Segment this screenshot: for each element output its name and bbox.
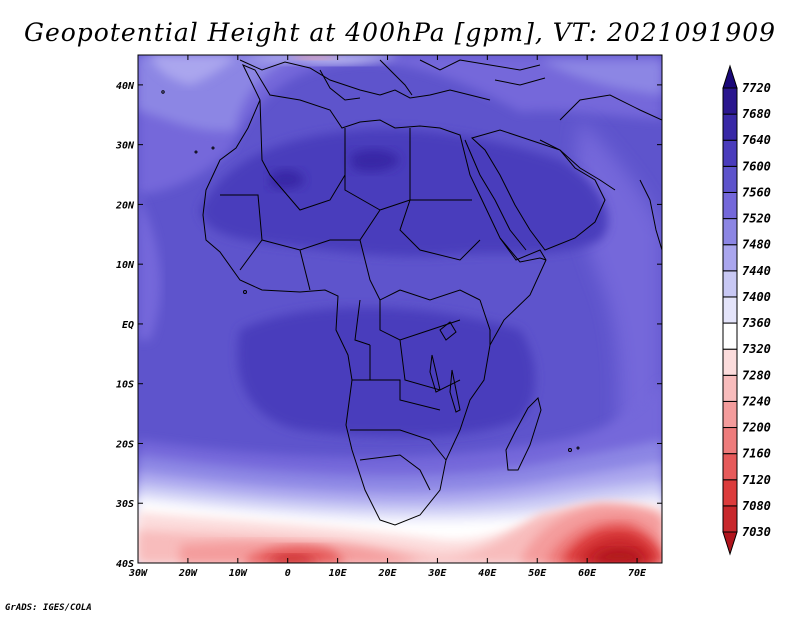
lat-tick-label: 40S [116, 559, 134, 570]
lon-tick-label: 10E [329, 568, 348, 579]
lat-tick-label: 30N [115, 141, 135, 152]
lat-tick-label: 40N [116, 81, 135, 92]
lat-tick-label: 10S [116, 380, 134, 391]
lat-tick-label: 20S [115, 439, 134, 450]
colorbar-label: 7480 [742, 238, 771, 252]
colorbar-swatch [722, 87, 738, 115]
lon-tick-label: 50E [528, 568, 547, 579]
colorbar-swatch [722, 322, 738, 350]
colorbar-label: 7640 [742, 133, 771, 147]
colorbar-swatch [722, 505, 738, 533]
colorbar-swatch [722, 218, 738, 246]
colorbar-swatch [722, 453, 738, 481]
lat-tick-label: 20N [115, 200, 135, 211]
colorbar: 7030 7080 7120 7160 7200 7240 7280 7320 7360 7400… [722, 64, 771, 556]
lon-tick-label: 30W [128, 568, 148, 579]
colorbar-label: 7680 [742, 107, 771, 121]
colorbar-label: 7440 [742, 264, 771, 278]
lon-tick-label: 40E [478, 568, 497, 579]
colorbar-swatch [722, 374, 738, 402]
colorbar-swatch [722, 113, 738, 141]
colorbar-swatch [722, 427, 738, 455]
colorbar-swatch [722, 139, 738, 167]
lat-tick-label: 10N [116, 260, 135, 271]
plot-frame [137, 54, 663, 564]
colorbar-swatch [722, 165, 738, 193]
colorbar-label: 7520 [742, 212, 771, 226]
colorbar-lower-triangle [722, 531, 738, 556]
colorbar-swatch [722, 244, 738, 272]
colorbar-label: 7280 [742, 368, 771, 382]
colorbar-label: 7600 [742, 159, 771, 173]
colorbar-swatch [722, 296, 738, 324]
colorbar-label: 7200 [742, 421, 771, 435]
colorbar-label: 7400 [742, 290, 771, 304]
lat-tick-label: 30S [115, 499, 134, 510]
colorbar-label: 7360 [742, 316, 771, 330]
latitude-axis: 40N 30N 20N 10N EQ 10S 20S 30S 40S [115, 81, 662, 570]
longitude-axis: 30W 20W 10W 0 10E 20E 30E 40E 50E 60E 70E [128, 55, 647, 579]
lat-tick-label: EQ [122, 320, 134, 331]
colorbar-label: 7240 [742, 394, 771, 408]
colorbar-upper-triangle [722, 64, 738, 89]
colorbar-swatch [722, 400, 738, 429]
colorbar-label: 7320 [742, 342, 771, 356]
coastlines-and-borders [161, 59, 662, 526]
colorbar-label: 7080 [742, 499, 771, 513]
lon-tick-label: 60E [578, 568, 597, 579]
colorbar-swatch [722, 479, 738, 507]
map-title: Geopotential Height at 400hPa [gpm], VT:… [23, 18, 777, 47]
colorbar-label: 7120 [742, 473, 771, 487]
lon-tick-label: 10W [229, 568, 248, 579]
colorbar-swatch [722, 270, 738, 298]
height-field [138, 55, 662, 563]
colorbar-label: 7030 [742, 525, 771, 539]
colorbar-swatch [722, 348, 738, 376]
lon-tick-label: 70E [628, 568, 647, 579]
colorbar-label: 7160 [742, 447, 771, 461]
lon-tick-label: 30E [427, 568, 447, 579]
colorbar-swatch [722, 191, 738, 220]
lon-tick-label: 0 [285, 568, 291, 579]
grads-credit: GrADS: IGES/COLA [5, 603, 92, 613]
lon-tick-label: 20W [178, 568, 198, 579]
lon-tick-label: 20E [377, 568, 397, 579]
colorbar-label: 7720 [742, 81, 771, 95]
colorbar-label: 7560 [742, 185, 771, 199]
